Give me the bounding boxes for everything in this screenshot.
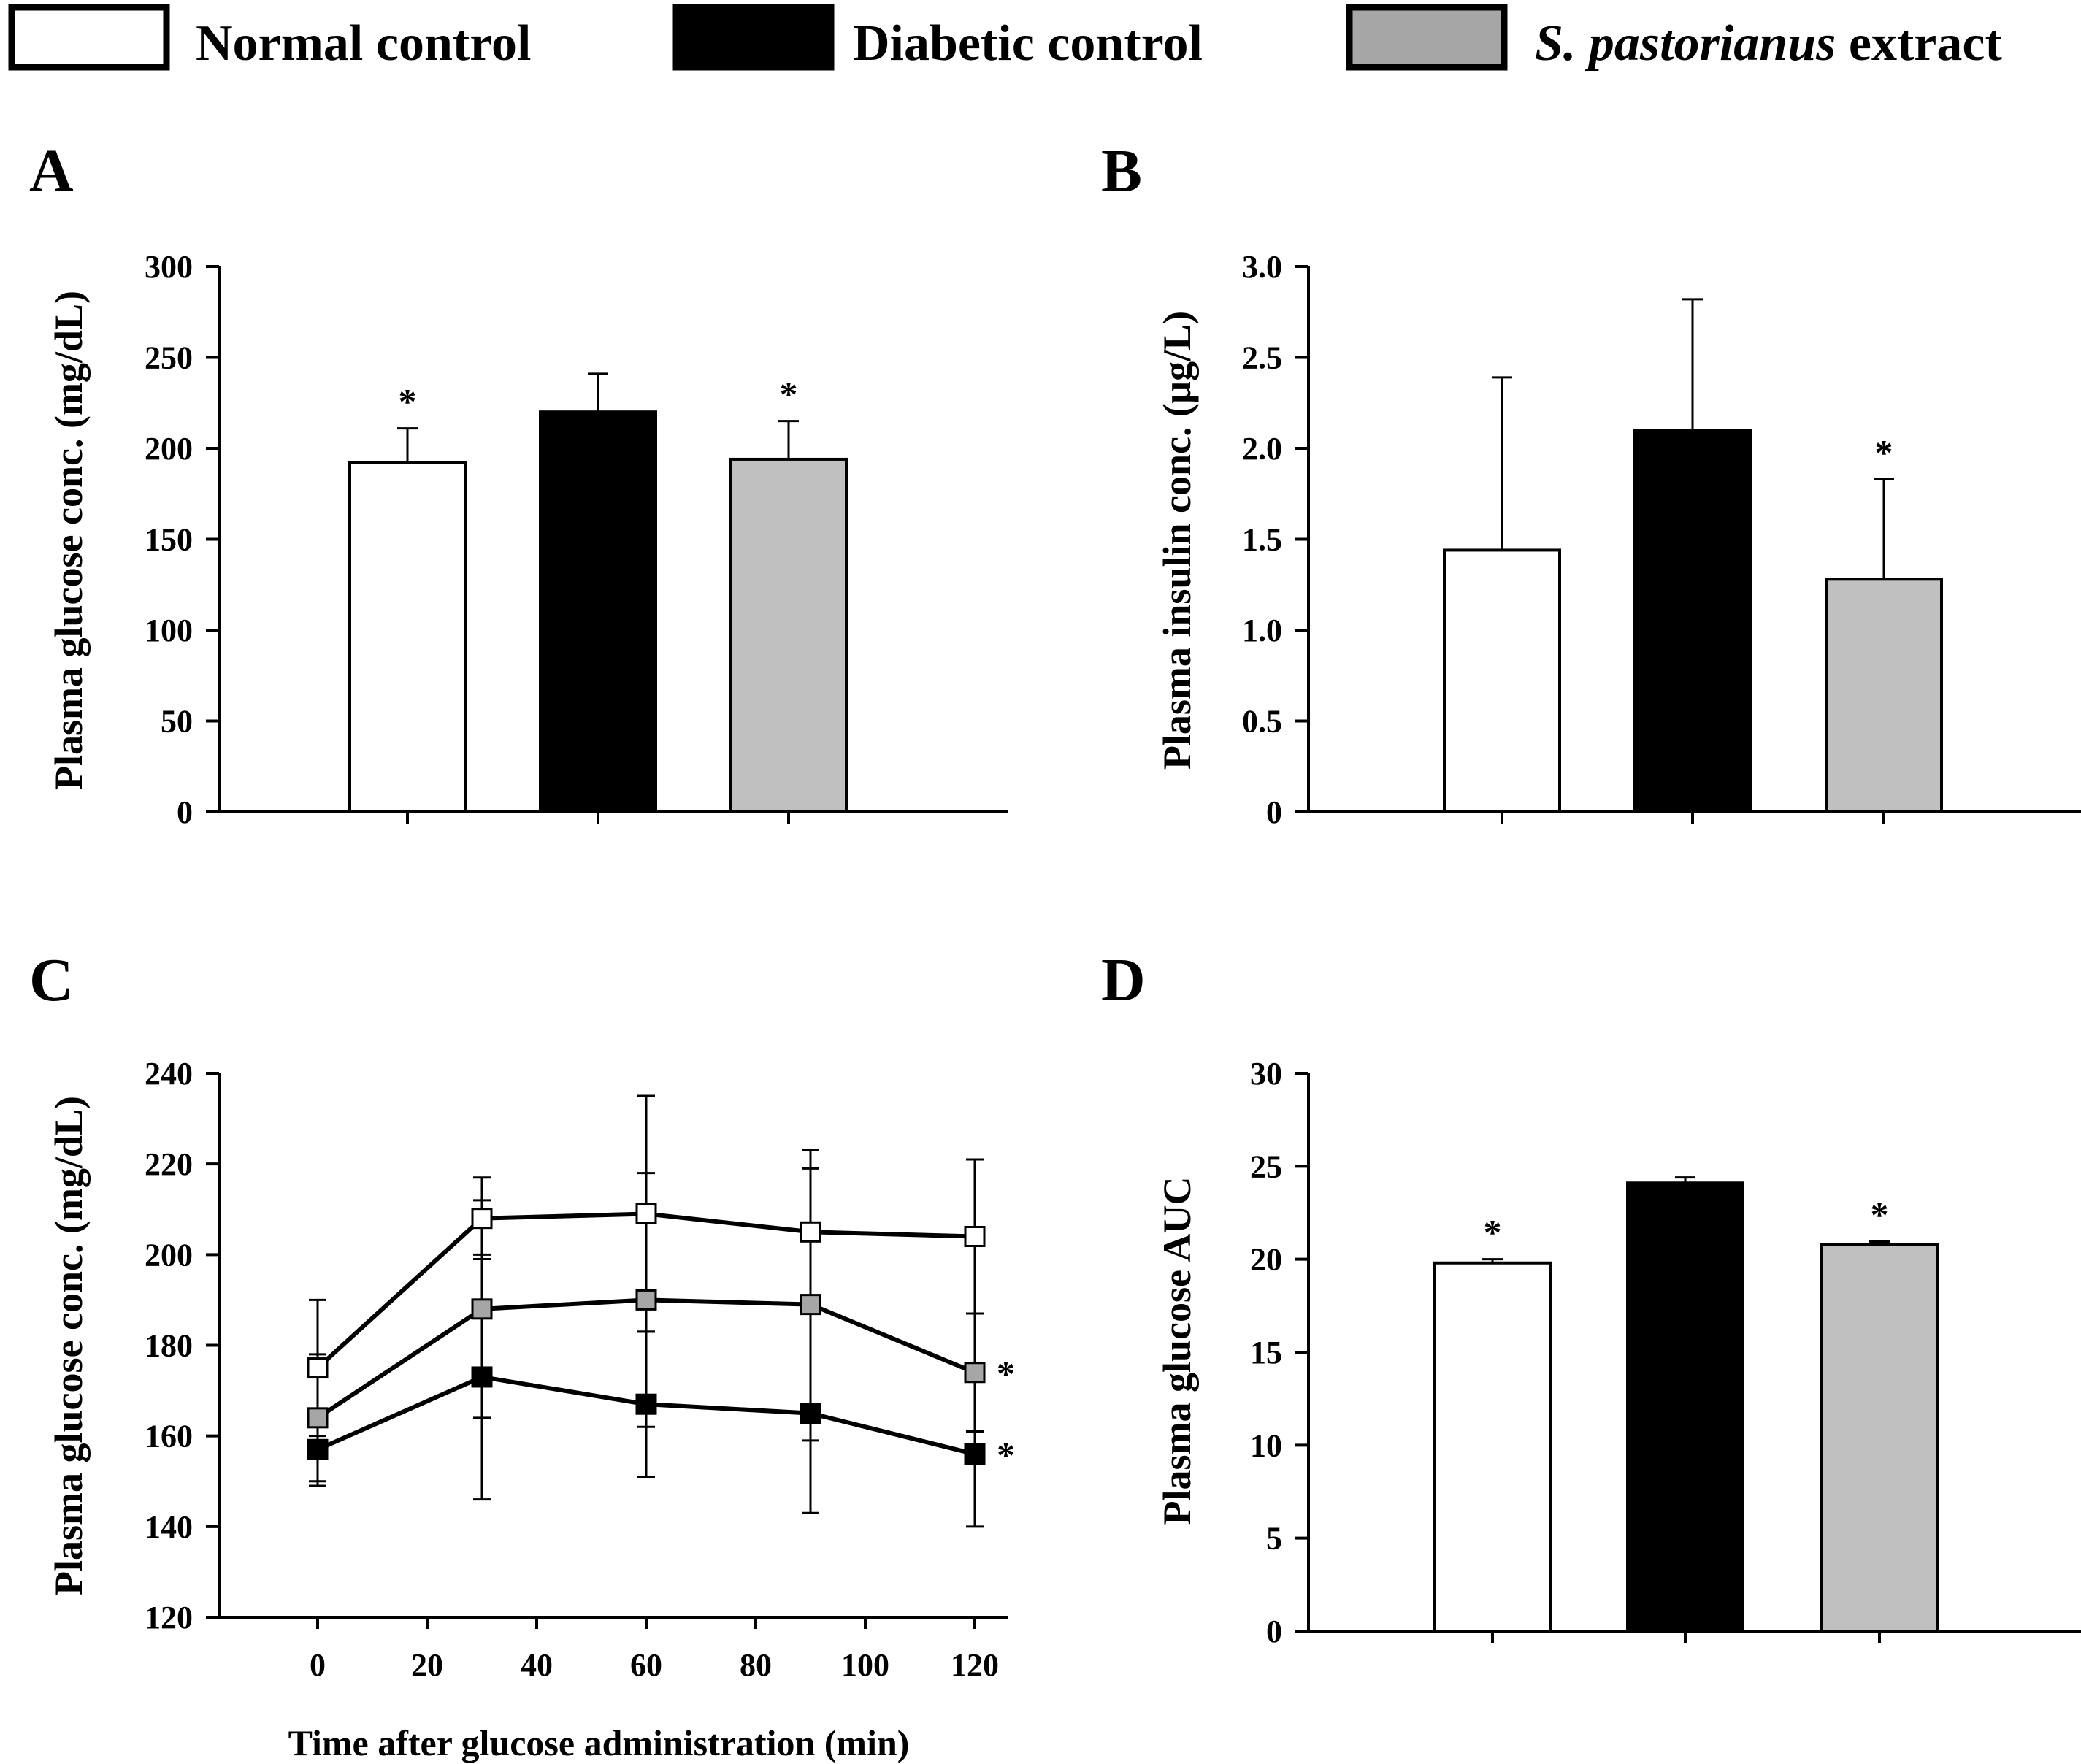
- chart-a-significance-star: *: [780, 374, 798, 415]
- chart-c-xtick-label: 80: [740, 1647, 772, 1683]
- chart-c-ytick-label: 120: [145, 1600, 193, 1635]
- chart-d-ytick-label: 20: [1250, 1242, 1282, 1278]
- chart-c-xtick-label: 60: [630, 1647, 662, 1683]
- chart-c-xtick-label: 100: [841, 1647, 889, 1683]
- chart-c-marker: [307, 1438, 329, 1460]
- panel-letter-b: B: [1101, 137, 1142, 205]
- chart-b-ytick-label: 0.5: [1242, 704, 1282, 740]
- legend-label-extract-rest: extract: [1836, 15, 2001, 72]
- chart-c-glucose-tolerance: 120 140 160 180 200 220 240 0 20 40 60 80 100 120 * * Pl…: [47, 1056, 1015, 1763]
- chart-d-bar: [1820, 1243, 1939, 1633]
- chart-c-xtick-label: 120: [951, 1647, 999, 1683]
- chart-c-marker: [307, 1407, 329, 1429]
- chart-a-significance-star: *: [399, 381, 417, 422]
- chart-d-ytick-label: 5: [1266, 1521, 1282, 1557]
- legend-swatch-diabetic: [672, 4, 835, 71]
- chart-d-ytick-label: 10: [1250, 1427, 1282, 1463]
- chart-c-marker: [635, 1203, 657, 1224]
- chart-a-glucose: 0 50 100 150 200 250 300 * * Plasma glucose conc.…: [47, 249, 1008, 830]
- chart-c-marker: [800, 1294, 821, 1316]
- chart-c-marker: [471, 1366, 493, 1388]
- chart-c-marker: [800, 1403, 821, 1424]
- chart-c-marker: [471, 1208, 493, 1230]
- chart-c-xtick-label: 40: [521, 1647, 553, 1683]
- chart-c-ytick-label: 180: [145, 1328, 193, 1364]
- chart-c-marker: [964, 1362, 986, 1384]
- legend-swatch-extract: [1346, 4, 1508, 71]
- chart-b-ytick-label: 1.0: [1242, 613, 1282, 648]
- chart-c-marker: [964, 1226, 986, 1247]
- chart-c-significance-star: *: [997, 1353, 1015, 1394]
- chart-c-marker: [964, 1443, 986, 1465]
- chart-b-significance-star: *: [1875, 432, 1893, 472]
- panel-letter-d: D: [1101, 946, 1146, 1014]
- chart-c-ytick-label: 160: [145, 1419, 193, 1454]
- chart-d-ylabel: Plasma glucose AUC: [1155, 1177, 1199, 1525]
- chart-d-significance-star: *: [1871, 1194, 1889, 1235]
- chart-c-marker: [471, 1298, 493, 1320]
- chart-c-ytick-label: 140: [145, 1509, 193, 1545]
- legend-label-diabetic: Diabetic control: [853, 15, 1203, 72]
- chart-c-marker: [635, 1289, 657, 1311]
- chart-a-ytick-label: 100: [145, 613, 193, 648]
- legend-swatch-normal: [8, 4, 170, 71]
- chart-d-ytick-label: 25: [1250, 1148, 1282, 1184]
- chart-b-ytick-label: 0: [1266, 794, 1282, 830]
- chart-d-bar: [1433, 1261, 1552, 1633]
- legend-label-extract: S. pastorianus extract: [1535, 15, 2002, 72]
- chart-b-ytick-label: 1.5: [1242, 522, 1282, 558]
- panel-letter-c: C: [29, 946, 74, 1014]
- chart-a-ytick-label: 300: [145, 249, 193, 285]
- legend: Normal control Diabetic control S. pasto…: [8, 4, 2002, 72]
- chart-d-glucose-auc: 0 5 10 15 20 25 30 * * Plasma glucose AUC: [1155, 1056, 2081, 1649]
- chart-c-significance-star: *: [997, 1435, 1015, 1476]
- chart-b-ylabel: Plasma insulin conc. (µg/L): [1155, 311, 1199, 770]
- chart-c-marker: [635, 1393, 657, 1415]
- chart-a-ytick-label: 250: [145, 340, 193, 376]
- chart-b-bar: [1633, 429, 1752, 813]
- chart-c-marker: [800, 1221, 821, 1243]
- chart-b-ytick-label: 3.0: [1242, 249, 1282, 285]
- chart-c-ytick-label: 200: [145, 1237, 193, 1273]
- panel-letter-a: A: [29, 137, 74, 205]
- chart-a-ylabel: Plasma glucose conc. (mg/dL): [47, 291, 91, 790]
- chart-d-ytick-label: 30: [1250, 1056, 1282, 1092]
- chart-b-ytick-label: 2.5: [1242, 340, 1282, 376]
- chart-a-ytick-label: 200: [145, 431, 193, 467]
- legend-label-normal: Normal control: [196, 15, 531, 72]
- chart-a-bar: [539, 410, 657, 813]
- chart-c-ylabel: Plasma glucose conc. (mg/dL): [47, 1096, 91, 1595]
- chart-c-xtick-label: 0: [310, 1647, 326, 1683]
- chart-a-ytick-label: 50: [161, 704, 193, 740]
- chart-b-insulin: 0 0.5 1.0 1.5 2.0 2.5 3.0 * Plasma insulin conc.…: [1155, 249, 2081, 830]
- legend-label-extract-italic: S. pastorianus: [1535, 15, 1836, 72]
- chart-c-xlabel: Time after glucose administration (min): [288, 1722, 910, 1763]
- chart-b-bar: [1443, 548, 1561, 813]
- chart-d-ytick-label: 0: [1266, 1614, 1282, 1649]
- chart-d-bar: [1626, 1181, 1744, 1633]
- chart-d-significance-star: *: [1484, 1212, 1502, 1253]
- chart-a-ytick-label: 0: [177, 794, 193, 830]
- chart-c-ytick-label: 240: [145, 1056, 193, 1092]
- chart-a-bar: [348, 461, 467, 813]
- chart-c-ytick-label: 220: [145, 1146, 193, 1182]
- chart-c-marker: [307, 1357, 329, 1379]
- chart-a-bar: [729, 457, 848, 813]
- chart-b-ytick-label: 2.0: [1242, 431, 1282, 467]
- chart-b-bar: [1825, 578, 1943, 814]
- chart-a-ytick-label: 150: [145, 522, 193, 558]
- chart-d-ytick-label: 15: [1250, 1335, 1282, 1370]
- chart-c-xtick-label: 20: [411, 1647, 443, 1683]
